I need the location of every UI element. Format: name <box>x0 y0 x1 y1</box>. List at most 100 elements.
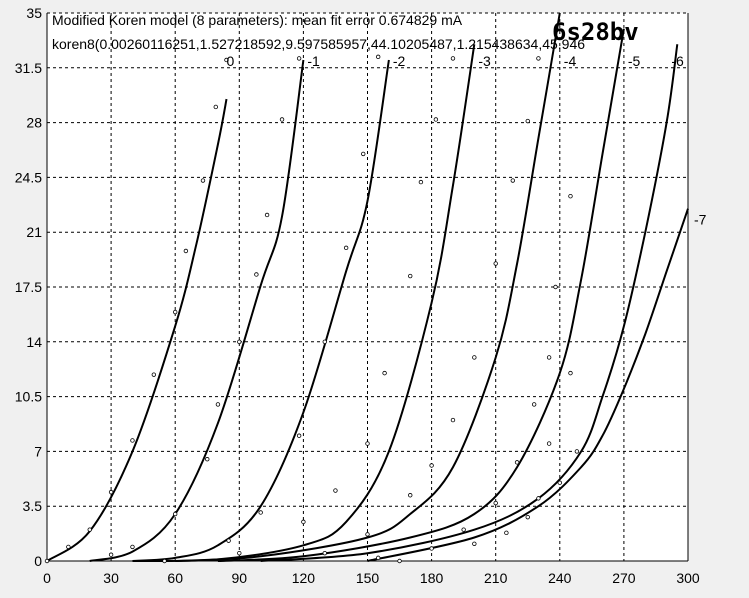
measured-point <box>322 339 327 344</box>
measured-point <box>382 370 387 376</box>
measured-point <box>450 417 456 423</box>
measured-point <box>574 449 580 454</box>
x-tick-label: 240 <box>548 570 572 586</box>
measured-point <box>365 441 370 446</box>
measured-point <box>546 355 552 360</box>
x-tick-label: 30 <box>103 570 119 586</box>
measured-point <box>397 558 402 564</box>
measured-point <box>130 544 135 550</box>
series-label-0: 0 <box>226 53 234 69</box>
measured-point <box>296 433 302 438</box>
y-tick-label: 35 <box>26 5 42 21</box>
series-label--5: -5 <box>628 53 641 69</box>
series-line--7 <box>367 208 689 562</box>
measured-point <box>433 117 439 122</box>
measured-point <box>224 57 229 63</box>
y-tick-label: 17.5 <box>15 279 42 295</box>
measured-point <box>162 558 167 564</box>
y-tick-label: 14 <box>26 334 42 350</box>
measured-point <box>172 511 178 517</box>
measured-point <box>322 550 327 556</box>
x-tick-label: 300 <box>676 570 700 586</box>
measured-point <box>44 558 50 564</box>
measured-point <box>536 496 541 501</box>
x-tick-label: 210 <box>484 570 508 586</box>
measured-point <box>553 284 558 290</box>
series-label--6: -6 <box>671 53 684 69</box>
measured-point <box>429 463 434 468</box>
series-line--4 <box>175 12 561 562</box>
y-tick-label: 3.5 <box>23 498 43 514</box>
measured-point <box>151 372 157 377</box>
measured-point <box>226 538 231 543</box>
measured-point <box>200 178 206 183</box>
measured-point <box>343 245 349 251</box>
measured-point <box>408 273 413 279</box>
x-tick-label: 270 <box>612 570 636 586</box>
tick-labels: 0 30 60 90 120 150 180 210 240 270 300 0 3.5 7 10.5 14 1… <box>15 5 700 586</box>
curve-labels: 0 -1 -2 -3 -4 -5 -6 -7 <box>226 53 706 228</box>
y-tick-label: 7 <box>34 443 42 459</box>
measured-point <box>213 104 218 110</box>
measured-point <box>450 56 456 61</box>
measured-point <box>429 546 434 551</box>
series-label--1: -1 <box>307 53 320 69</box>
measured-point <box>525 118 530 124</box>
measured-point <box>237 339 242 344</box>
series-line--2 <box>132 59 390 562</box>
measured-point <box>472 355 477 360</box>
series-label--2: -2 <box>393 53 406 69</box>
measured-point <box>130 438 135 443</box>
measured-point <box>108 552 114 557</box>
x-tick-label: 120 <box>292 570 316 586</box>
measured-point <box>493 500 498 506</box>
x-tick-label: 150 <box>356 570 380 586</box>
measured-point <box>87 527 92 532</box>
measured-point <box>258 510 263 515</box>
measured-point <box>279 117 285 122</box>
y-tick-label: 0 <box>34 553 42 569</box>
measured-point <box>557 480 562 485</box>
measured-point <box>568 193 573 199</box>
measured-point <box>183 248 189 254</box>
x-tick-label: 90 <box>232 570 248 586</box>
x-tick-label: 0 <box>43 570 51 586</box>
series-label--7: -7 <box>694 212 707 228</box>
series-line--6 <box>260 44 679 562</box>
series-line--1 <box>89 59 305 562</box>
measured-point <box>568 370 573 376</box>
measured-point <box>172 309 178 315</box>
y-tick-label: 31.5 <box>15 60 42 76</box>
measured-point <box>418 179 424 185</box>
series-label--4: -4 <box>564 53 577 69</box>
measured-point <box>264 212 270 218</box>
measured-points <box>44 54 580 564</box>
x-tick-label: 180 <box>420 570 444 586</box>
measured-point <box>301 519 306 525</box>
measured-point <box>514 460 520 465</box>
measured-point <box>525 514 530 520</box>
measured-point <box>472 541 477 546</box>
measured-point <box>361 151 366 157</box>
series-line-0 <box>46 98 228 562</box>
tube-badge: 6s28bv <box>552 18 639 46</box>
measured-point <box>215 402 221 407</box>
y-tick-label: 24.5 <box>15 169 42 185</box>
curve-layer <box>46 12 689 563</box>
y-tick-label: 10.5 <box>15 389 42 405</box>
measured-point <box>510 178 515 183</box>
measured-point <box>205 457 210 462</box>
x-tick-label: 60 <box>167 570 183 586</box>
measured-point <box>108 489 114 495</box>
measured-point <box>365 532 370 537</box>
measured-point <box>536 56 541 61</box>
measured-point <box>408 493 413 498</box>
measured-point <box>237 550 242 556</box>
y-tick-label: 28 <box>26 115 42 131</box>
series-label--3: -3 <box>478 53 491 69</box>
measured-point <box>333 488 338 493</box>
measured-point <box>296 56 302 61</box>
measured-point <box>546 441 552 446</box>
chart-title: Modified Koren model (8 parameters): mea… <box>52 12 463 28</box>
